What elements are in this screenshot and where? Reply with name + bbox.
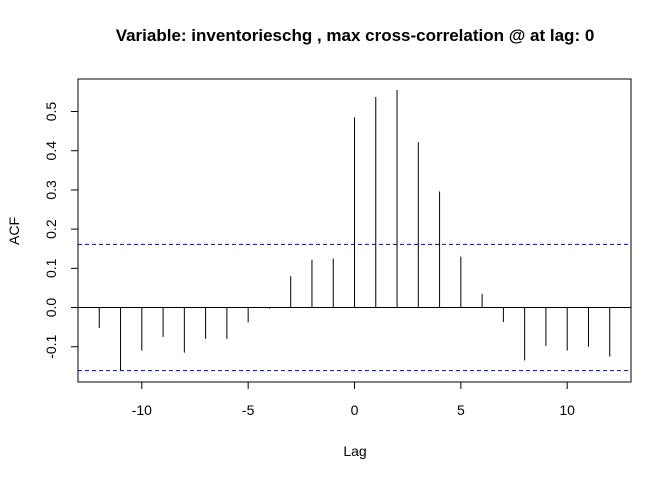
y-axis: -0.1 0.0 0.1 0.2 0.3 0.4 0.5 <box>43 102 79 359</box>
y-tick-label: 0.1 <box>43 258 59 278</box>
chart-marks <box>78 89 631 372</box>
y-tick-label: 0.2 <box>43 219 59 239</box>
y-tick-label: 0.4 <box>43 141 59 161</box>
x-tick-label: -10 <box>132 402 152 418</box>
x-tick-label: 10 <box>559 402 575 418</box>
y-tick-label: 0.3 <box>43 180 59 200</box>
x-tick-label: 5 <box>457 402 465 418</box>
y-tick-label: -0.1 <box>43 334 59 358</box>
x-tick-label: 0 <box>351 402 359 418</box>
x-axis: -10 -5 0 5 10 <box>132 381 575 418</box>
y-axis-label: ACF <box>6 217 22 245</box>
y-tick-label: 0.5 <box>43 102 59 122</box>
x-axis-label: Lag <box>343 443 366 459</box>
x-tick-label: -5 <box>242 402 255 418</box>
chart-title: Variable: inventorieschg , max cross-cor… <box>116 26 595 45</box>
y-tick-label: 0.0 <box>43 298 59 318</box>
